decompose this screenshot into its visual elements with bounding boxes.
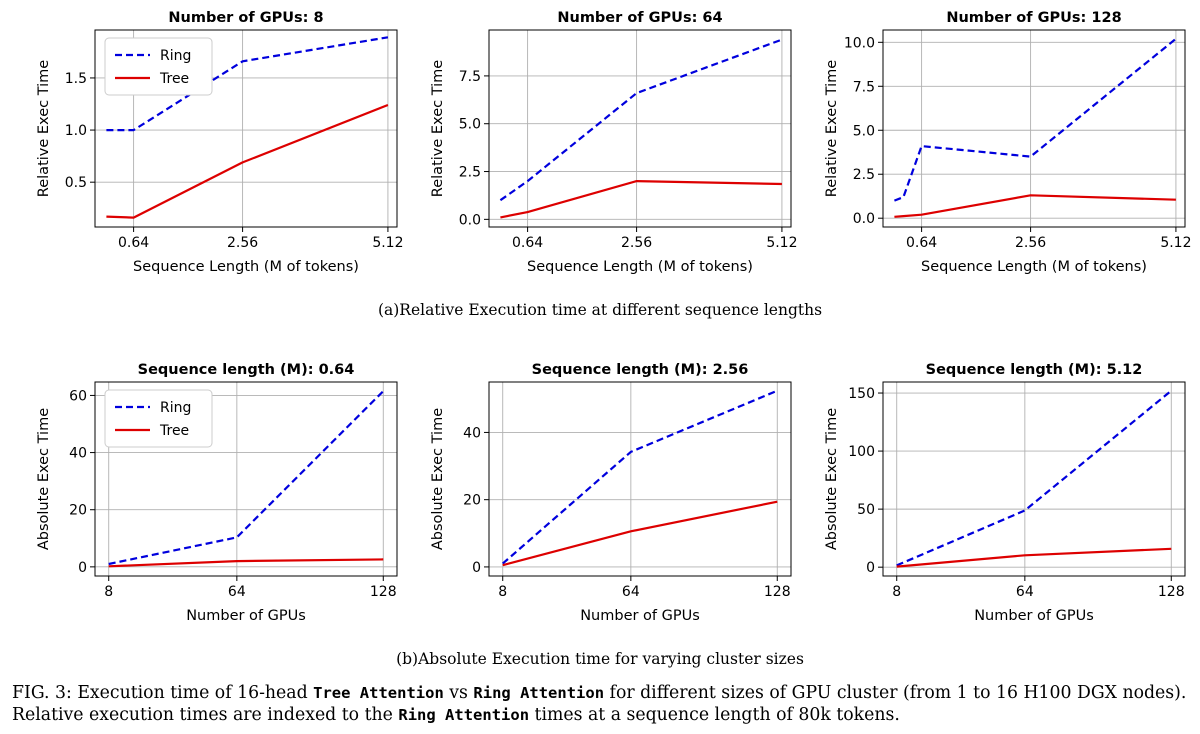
chart-3-plot-area <box>883 30 1185 227</box>
chart-2-series-ring-line <box>499 38 783 202</box>
chart-6-x-tick-label: 8 <box>892 584 901 600</box>
chart-6-series-tree-line <box>896 547 1172 568</box>
figure-caption: FIG. 3: Execution time of 16-head Tree A… <box>12 682 1192 726</box>
subfigure-b-caption: (b)Absolute Execution time for varying c… <box>396 650 804 668</box>
chart-6-x-tick-label: 128 <box>1158 584 1185 600</box>
chart-6-x-tick-label: 64 <box>1016 584 1034 600</box>
chart-1-y-axis-label: Relative Exec Time <box>36 60 52 197</box>
chart-2-x-tick-label: 0.64 <box>512 235 543 251</box>
subfigure-a-caption: (a)Relative Execution time at different … <box>377 301 823 319</box>
chart-3-series-tree-line <box>894 194 1176 218</box>
chart-6-title: Sequence length (M): 5.12 <box>926 362 1143 378</box>
figure-caption-lead: FIG. 3: <box>12 683 78 703</box>
chart-5-frame <box>488 381 792 577</box>
chart-5-y-tick-label: 40 <box>463 425 481 441</box>
chart-3-y-tick-label: 5.0 <box>853 123 875 139</box>
chart-3-x-tick-label: 0.64 <box>906 235 937 251</box>
chart-1-y-tick-label: 1.0 <box>65 123 87 139</box>
chart-4-y-tick-label: 20 <box>69 503 87 519</box>
chart-6-series-ring-line <box>896 389 1172 567</box>
chart-5-plot-area <box>489 382 791 576</box>
chart-5-x-axis-label: Number of GPUs <box>580 608 700 624</box>
chart-1-x-tick-label: 5.12 <box>372 235 403 251</box>
chart-3-series-ring-line <box>894 37 1177 202</box>
chart-1-x-axis-label: Sequence Length (M of tokens) <box>133 259 359 275</box>
figure-caption-text-1: Execution time of 16-head <box>77 683 314 703</box>
chart-5-x-tick-label: 8 <box>498 584 507 600</box>
chart-1-legend-label-ring: Ring <box>160 48 191 64</box>
chart-6-y-tick-label: 0 <box>866 560 875 576</box>
chart-1-x-tick-label: 0.64 <box>118 235 149 251</box>
chart-3-y-tick-label: 7.5 <box>853 79 875 95</box>
chart-2-y-tick-label: 2.5 <box>459 165 481 181</box>
chart-4-x-tick-label: 8 <box>104 584 113 600</box>
chart-5-y-tick-label: 0 <box>472 560 481 576</box>
chart-5-x-tick-label: 64 <box>622 584 640 600</box>
chart-2-x-tick-label: 5.12 <box>766 235 797 251</box>
chart-2-x-axis-label: Sequence Length (M of tokens) <box>527 259 753 275</box>
chart-6-x-axis-label: Number of GPUs <box>974 608 1094 624</box>
chart-2-title: Number of GPUs: 64 <box>557 10 722 26</box>
chart-4-y-tick-label: 0 <box>78 560 87 576</box>
chart-2-y-axis-label: Relative Exec Time <box>430 60 446 197</box>
chart-1-legend-box <box>104 37 213 96</box>
chart-1-y-tick-label: 0.5 <box>65 175 87 191</box>
chart-3-y-axis-label: Relative Exec Time <box>824 60 840 197</box>
chart-2-series-tree-line <box>500 180 782 219</box>
chart-1-y-tick-label: 1.5 <box>65 71 87 87</box>
chart-2-x-tick-label: 2.56 <box>621 235 652 251</box>
figure-caption-text-4: times at a sequence length of 80k tokens… <box>529 705 900 725</box>
chart-4-y-tick-label: 60 <box>69 388 87 404</box>
chart-4-legend-label-tree: Tree <box>159 423 189 439</box>
chart-3-y-tick-label: 10.0 <box>844 35 875 51</box>
figure-caption-text-3: for different sizes of GPU cluster (from… <box>12 683 1187 725</box>
chart-6-frame <box>882 381 1186 577</box>
chart-5-title: Sequence length (M): 2.56 <box>532 362 749 378</box>
figure-caption-code-ring-attention: Ring Attention <box>473 684 605 702</box>
chart-3-x-tick-label: 5.12 <box>1160 235 1191 251</box>
chart-5-x-tick-label: 128 <box>764 584 791 600</box>
chart-4-series-tree-line <box>108 558 384 568</box>
chart-1-series-ring-line <box>106 36 389 132</box>
chart-4-x-tick-label: 64 <box>228 584 246 600</box>
chart-4-legend-label-ring: Ring <box>160 400 191 416</box>
chart-1-series-tree-line <box>106 103 389 219</box>
chart-1-x-tick-label: 2.56 <box>227 235 258 251</box>
chart-5-series-tree-line <box>502 500 778 567</box>
chart-2-frame <box>488 29 792 228</box>
chart-4-series-ring-line <box>108 390 385 566</box>
chart-6-y-tick-label: 100 <box>848 444 875 460</box>
figure-caption-code-ring-attention-2: Ring Attention <box>398 706 530 724</box>
chart-3-x-tick-label: 2.56 <box>1015 235 1046 251</box>
chart-5-y-axis-label: Absolute Exec Time <box>430 408 446 550</box>
chart-4-x-axis-label: Number of GPUs <box>186 608 306 624</box>
chart-6-y-axis-label: Absolute Exec Time <box>824 408 840 550</box>
chart-6-plot-area <box>883 382 1185 576</box>
figure-caption-code-tree-attention: Tree Attention <box>313 684 444 702</box>
chart-5-y-tick-label: 20 <box>463 493 481 509</box>
chart-1-title: Number of GPUs: 8 <box>168 10 323 26</box>
chart-5-series-ring-line <box>501 389 778 565</box>
chart-1-legend-label-tree: Tree <box>159 71 189 87</box>
chart-4-x-tick-label: 128 <box>370 584 397 600</box>
chart-4-frame <box>94 381 398 577</box>
figure-caption-text-2: vs <box>443 683 474 703</box>
chart-4-title: Sequence length (M): 0.64 <box>138 362 355 378</box>
chart-2-y-tick-label: 7.5 <box>459 69 481 85</box>
chart-2-y-tick-label: 5.0 <box>459 117 481 133</box>
chart-4-y-axis-label: Absolute Exec Time <box>36 408 52 550</box>
chart-6-y-tick-label: 150 <box>848 386 875 402</box>
chart-4-y-tick-label: 40 <box>69 446 87 462</box>
chart-3-y-tick-label: 2.5 <box>853 167 875 183</box>
chart-3-y-tick-label: 0.0 <box>853 211 875 227</box>
chart-3-frame <box>882 29 1186 228</box>
chart-3-title: Number of GPUs: 128 <box>946 10 1121 26</box>
chart-3-x-axis-label: Sequence Length (M of tokens) <box>921 259 1147 275</box>
chart-4-legend-box <box>104 389 213 448</box>
chart-2-plot-area <box>489 30 791 227</box>
chart-6-y-tick-label: 50 <box>857 502 875 518</box>
chart-1-frame <box>94 29 398 228</box>
chart-2-y-tick-label: 0.0 <box>459 212 481 228</box>
